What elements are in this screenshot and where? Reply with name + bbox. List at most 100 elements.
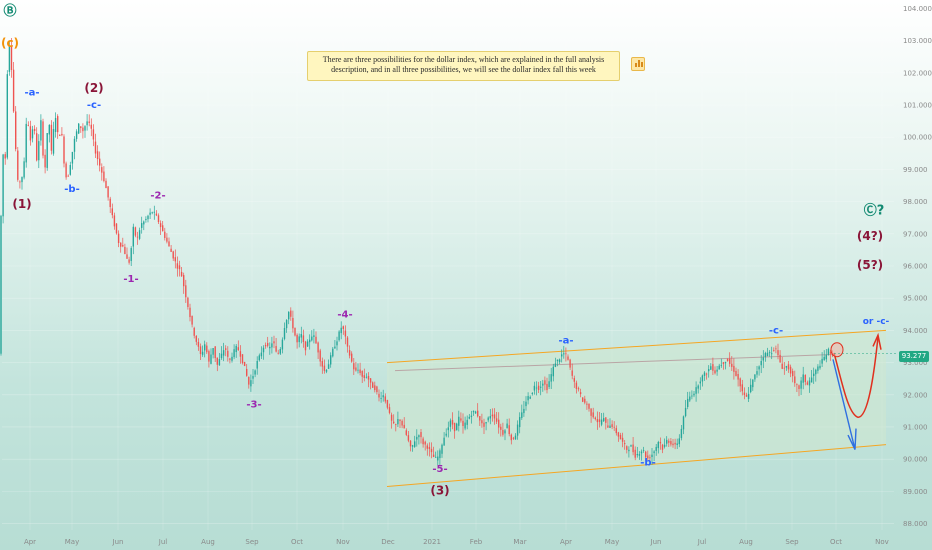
candle-body: [210, 354, 212, 364]
candle-body: [638, 454, 641, 456]
wave-label: -b-: [64, 184, 79, 195]
candle-body: [491, 414, 494, 417]
candle-body: [477, 410, 479, 417]
candle-body: [684, 407, 687, 417]
candle-body: [151, 212, 153, 214]
x-tick-label: Feb: [470, 538, 483, 546]
candle-body: [758, 366, 760, 370]
candle-body: [340, 327, 342, 334]
candle-body: [735, 370, 737, 376]
candle-body: [693, 393, 695, 396]
candle-body: [246, 368, 248, 376]
candle-body: [806, 382, 809, 385]
candle-body: [42, 121, 44, 156]
wave-label: -c-: [769, 326, 783, 337]
candle-body: [569, 359, 571, 368]
candle-body: [804, 374, 806, 383]
candle-body: [705, 373, 708, 375]
candles: [0, 37, 834, 466]
candle-body: [185, 285, 187, 298]
candle-body: [785, 365, 788, 368]
wave-label: -5-: [432, 464, 447, 475]
candle-body: [176, 263, 179, 269]
candle-body: [269, 346, 271, 349]
candle-body: [86, 121, 88, 126]
candle-body: [428, 446, 431, 450]
candle-body: [271, 343, 273, 348]
candle-body: [624, 443, 626, 445]
candle-body: [829, 351, 832, 354]
candle-body: [525, 401, 527, 407]
candle-body: [94, 141, 97, 154]
candle-body: [460, 418, 462, 421]
candle-body: [304, 341, 307, 351]
candle-body: [332, 348, 334, 357]
candle-body: [155, 213, 158, 216]
candle-body: [233, 349, 235, 358]
candle-body: [31, 129, 34, 139]
x-tick-label: Nov: [875, 538, 889, 546]
candle-body: [647, 455, 649, 459]
candle-body: [666, 439, 668, 444]
candle-body: [642, 450, 645, 452]
candle-body: [512, 437, 515, 439]
candle-body: [363, 375, 365, 378]
candle-body: [489, 416, 491, 419]
candle-body: [630, 445, 632, 447]
candle-body: [731, 363, 733, 367]
candle-body: [794, 376, 796, 384]
candle-body: [657, 442, 659, 449]
wave-label: (1): [12, 197, 31, 211]
y-tick-label: 102.000: [903, 69, 932, 77]
candle-body: [783, 367, 785, 369]
candle-body: [651, 454, 653, 457]
candle-body: [281, 339, 284, 350]
candle-body: [40, 120, 42, 141]
candle-body: [432, 454, 435, 457]
candle-body: [466, 419, 468, 425]
candle-body: [592, 412, 594, 418]
candle-body: [267, 343, 269, 346]
candle-body: [403, 424, 405, 429]
y-tick-label: 90.000: [903, 456, 928, 464]
candle-body: [342, 326, 344, 329]
candle-body: [365, 376, 368, 378]
wave-label: (4?): [857, 229, 883, 243]
y-tick-label: 104.000: [903, 5, 932, 13]
candle-body: [584, 398, 586, 403]
candle-body: [655, 446, 657, 451]
candle-body: [313, 335, 315, 337]
candle-body: [521, 412, 523, 418]
wave-label: -2-: [150, 190, 165, 201]
y-axis: 104.000 103.000 102.000 101.000 100.000 99.00…: [903, 5, 932, 528]
candle-body: [558, 359, 561, 363]
candle-body: [193, 327, 195, 336]
y-tick-label: 91.000: [903, 423, 928, 431]
candle-body: [645, 451, 647, 458]
candle-body: [464, 422, 466, 429]
channel-upper-line: [386, 329, 887, 364]
candle-body: [243, 361, 246, 366]
candle-body: [46, 133, 48, 168]
candle-body: [609, 425, 611, 429]
candle-body: [27, 124, 29, 126]
y-tick-label: 89.000: [903, 488, 928, 496]
bar-chart-icon[interactable]: [631, 57, 645, 71]
candle-body: [159, 223, 162, 228]
candle-body: [546, 383, 548, 391]
wave-label: Ⓑ: [3, 3, 16, 19]
candle-body: [260, 352, 263, 357]
candle-body: [82, 127, 84, 132]
wave-label: Ⓒ?: [864, 202, 885, 218]
candle-body: [733, 365, 735, 372]
candle-body: [766, 352, 769, 356]
candle-body: [554, 363, 557, 367]
candle-body: [52, 129, 55, 154]
candle-body: [760, 360, 762, 366]
candle-body: [453, 422, 456, 432]
candle-body: [361, 371, 363, 377]
candle-body: [227, 350, 229, 357]
candle-body: [771, 353, 773, 355]
candle-body: [374, 385, 376, 391]
